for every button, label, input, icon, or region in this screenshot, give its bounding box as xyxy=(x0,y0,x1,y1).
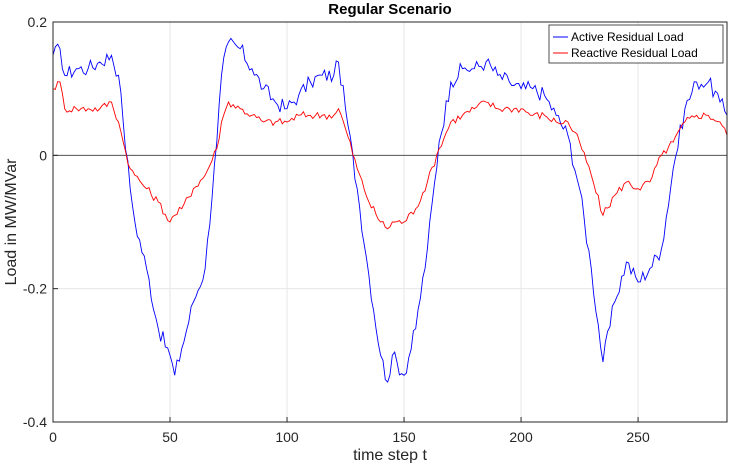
series-line-reactive-residual-load xyxy=(52,81,728,230)
legend-label-active: Active Residual Load xyxy=(571,30,684,44)
y-axis-label: Load in MW/MVar xyxy=(3,158,20,286)
y-tick-label: 0 xyxy=(39,147,47,163)
x-axis-label: time step t xyxy=(353,447,427,463)
x-tick-label: 250 xyxy=(626,429,650,445)
plot-area xyxy=(53,22,727,422)
x-tick-label: 100 xyxy=(275,429,299,445)
x-tick-label: 150 xyxy=(392,429,416,445)
y-tick-label: -0.4 xyxy=(23,414,47,430)
y-axis-ticks: -0.4 -0.2 0 0.2 xyxy=(23,14,58,430)
x-tick-label: 0 xyxy=(49,429,57,445)
x-axis-ticks: 0 50 100 150 200 250 xyxy=(49,417,650,445)
legend-box xyxy=(548,24,724,64)
y-tick-label: 0.2 xyxy=(28,14,48,30)
y-tick-label: -0.2 xyxy=(23,281,47,297)
x-tick-label: 50 xyxy=(162,429,178,445)
legend: Active Residual Load Reactive Residual L… xyxy=(548,24,724,64)
plot-frame xyxy=(52,21,728,423)
legend-label-reactive: Reactive Residual Load xyxy=(571,46,698,60)
x-tick-label: 200 xyxy=(509,429,533,445)
series-line-active-residual-load xyxy=(52,37,728,383)
series-layer xyxy=(52,37,728,383)
chart-title: Regular Scenario xyxy=(328,1,451,18)
